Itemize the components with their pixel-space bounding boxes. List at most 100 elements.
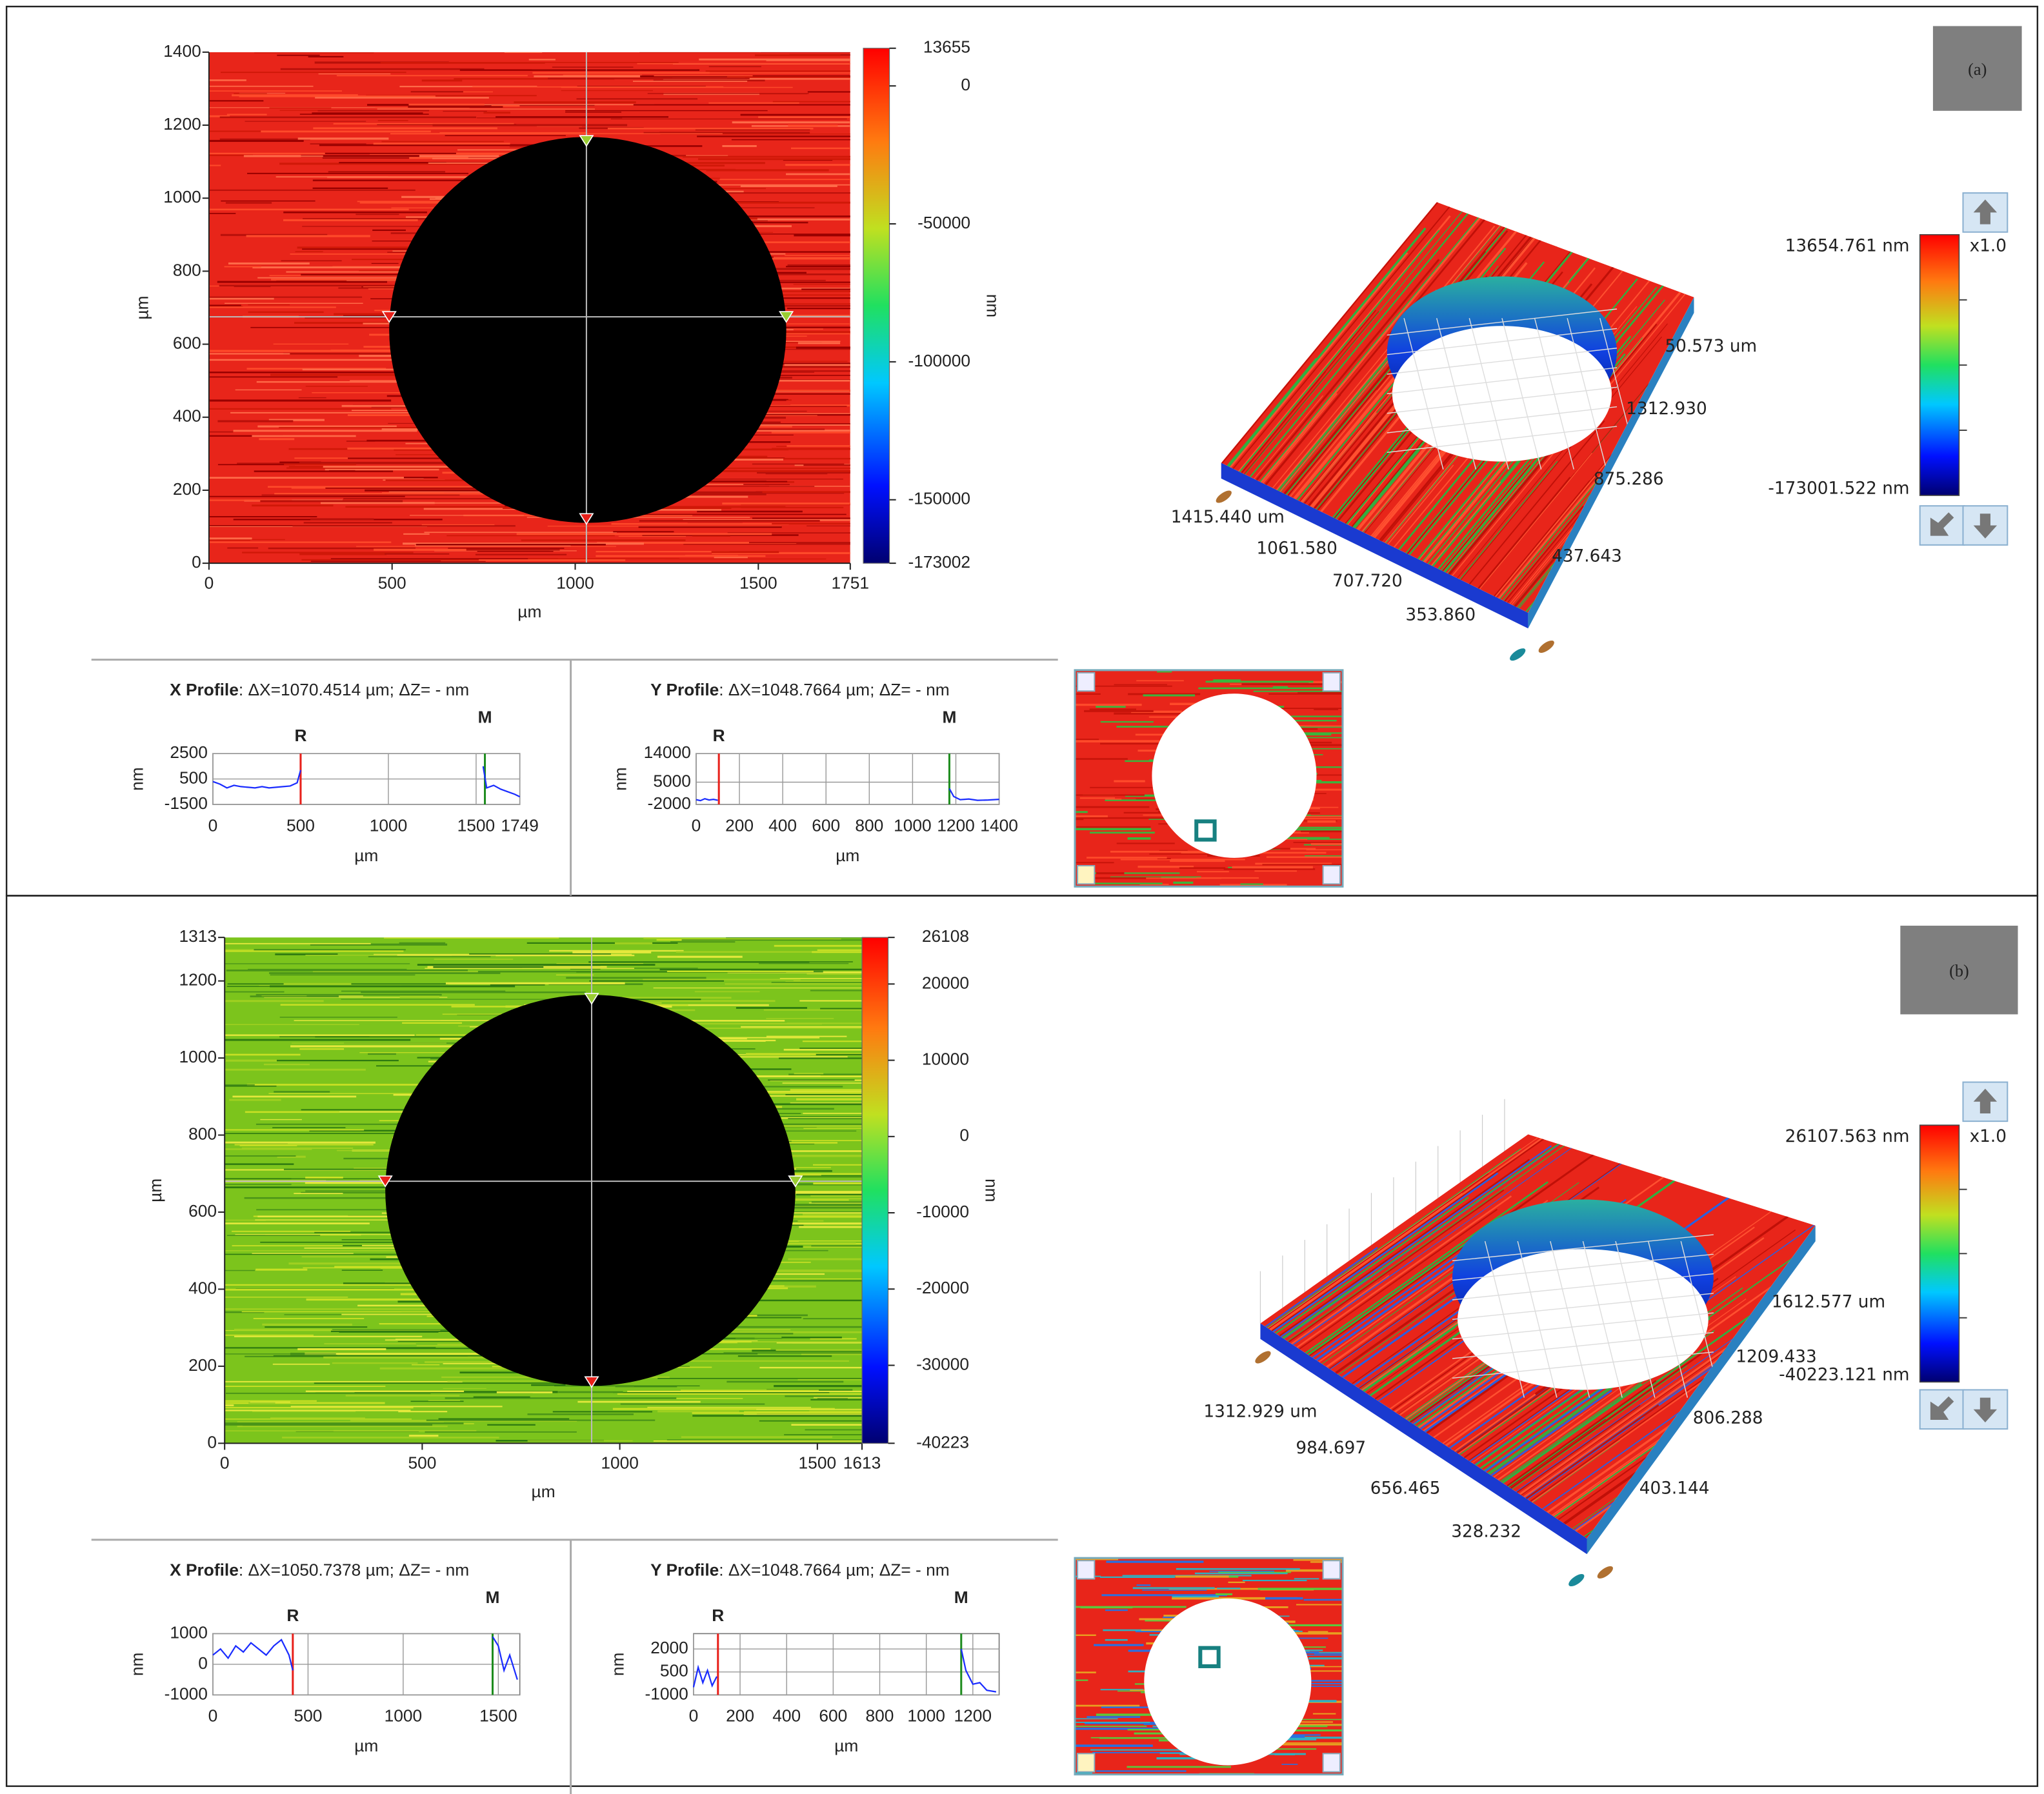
- colorbar-tick-label: -50000: [917, 213, 970, 232]
- floor-grid: [1387, 386, 1618, 414]
- texture-streak: [1241, 310, 1377, 473]
- profile-line: [212, 1639, 294, 1671]
- x-tick-label: 500: [286, 815, 315, 835]
- selection-box: [1194, 819, 1217, 842]
- texture-streak: [1507, 502, 1591, 603]
- texture-streak: [1479, 452, 1593, 590]
- rotate-handle: [1597, 1566, 1613, 1579]
- texture-streak: [1267, 1148, 1522, 1329]
- colorbar-max: 13654.761 nm: [1785, 236, 1910, 255]
- y-axis-label: µm: [146, 1179, 165, 1202]
- texture-streak: [1287, 1134, 1600, 1342]
- cursor-marker: [579, 513, 594, 525]
- texture-streak: [1354, 449, 1420, 529]
- texture-streak: [1326, 1266, 1468, 1368]
- y-tick-label: 14000: [644, 743, 691, 762]
- axis-label-3d: 875.286: [1594, 470, 1664, 489]
- texture-streak: [1265, 1246, 1378, 1328]
- colorbar-tick-label: -10000: [916, 1202, 969, 1221]
- texture-streak: [1279, 1159, 1530, 1337]
- floor-grid: [1436, 317, 1477, 470]
- texture-streak: [1510, 1351, 1705, 1490]
- cursor-marker: [377, 1175, 393, 1188]
- corner-icon: [1322, 672, 1341, 692]
- profile-title: Y Profile: ΔX=1048.7664 µm; ΔZ= - nm: [650, 680, 950, 699]
- hole: [1152, 693, 1317, 858]
- x-axis-label: µm: [836, 846, 859, 865]
- x-tick-label: 600: [819, 1706, 847, 1726]
- colorbar: [863, 48, 890, 564]
- cursor-marker: [381, 311, 397, 323]
- axis-label-3d: 656.465: [1370, 1479, 1441, 1499]
- thumbnail: [1074, 1558, 1343, 1775]
- panel-label-box: [1900, 925, 2018, 1015]
- profile-title-name: Y Profile: [650, 680, 719, 699]
- texture-streak: [1525, 1404, 1659, 1500]
- hole: [1144, 1598, 1312, 1766]
- y-tick-label: 600: [173, 334, 201, 353]
- floor-grid: [1387, 426, 1618, 453]
- texture-streak: [1504, 506, 1584, 602]
- floor-grid: [1452, 1253, 1714, 1281]
- cursor-marker: [584, 1376, 599, 1388]
- colorbar-tick-label: 26108: [922, 926, 969, 946]
- x-axis-label: µm: [354, 846, 378, 865]
- floor-grid: [1387, 406, 1618, 434]
- y-tick-label: 400: [188, 1278, 217, 1297]
- texture-streak: [1442, 464, 1531, 572]
- y-tick-label: 1200: [163, 114, 201, 134]
- button-arrow: [1973, 1088, 1998, 1113]
- texture-streak: [1299, 1208, 1498, 1350]
- texture-streak: [1254, 395, 1323, 479]
- scale-label: x1.0: [1970, 236, 2007, 255]
- colorbar-label: nm: [981, 1179, 1001, 1202]
- corner-icon: [1322, 1560, 1341, 1580]
- texture-streak: [1229, 252, 1408, 468]
- floor-grid: [1452, 1312, 1714, 1340]
- texture-streak: [1268, 1192, 1463, 1331]
- x-tick-label: 1000: [601, 1453, 639, 1473]
- axis-label-3d: 353.860: [1405, 605, 1476, 624]
- cursor-marker: [584, 993, 599, 1005]
- texture-streak: [1531, 1365, 1725, 1503]
- colorbar: [861, 937, 889, 1444]
- surface-side: [1528, 297, 1694, 629]
- y-axis-label: nm: [608, 1653, 627, 1676]
- x-tick-label: 1500: [739, 573, 777, 592]
- profile-title: Y Profile: ΔX=1048.7664 µm; ΔZ= - nm: [650, 1560, 950, 1579]
- y-tick-label: 0: [207, 1432, 217, 1451]
- x-tick-label: 200: [726, 1706, 754, 1726]
- y-tick-label: -1500: [165, 793, 208, 813]
- axis-label-3d: 984.697: [1296, 1439, 1366, 1458]
- texture-streak: [1276, 225, 1496, 491]
- corner-icon: [1077, 672, 1096, 692]
- colorbar-tick-label: 0: [961, 75, 970, 94]
- hole: [385, 995, 796, 1386]
- view-button[interactable]: [1919, 1389, 1965, 1430]
- y-axis-label: nm: [610, 767, 630, 790]
- rotate-handle: [1538, 640, 1554, 653]
- axis-label-3d: 806.288: [1693, 1408, 1763, 1428]
- texture-streak: [1280, 1145, 1552, 1338]
- x-tick-label: 0: [689, 1706, 699, 1726]
- floor-grid: [1647, 1241, 1688, 1398]
- panel-label-box: [1932, 26, 2022, 111]
- y-tick-label: 500: [660, 1661, 688, 1680]
- rotate-handle: [1255, 1351, 1271, 1364]
- texture-streak: [1249, 202, 1505, 478]
- texture-streak: [1256, 259, 1440, 481]
- y-tick-label: 1000: [170, 1622, 208, 1642]
- y-tick-label: 400: [173, 406, 201, 426]
- colorbar-tick-label: 10000: [922, 1050, 969, 1069]
- texture-streak: [1296, 1195, 1512, 1348]
- surface: [1260, 1134, 1816, 1539]
- y-tick-label: 0: [192, 552, 201, 572]
- y-tick-label: 5000: [653, 771, 691, 790]
- thumbnail-border: [1074, 669, 1344, 888]
- texture-streak: [1508, 1419, 1607, 1488]
- floor-grid: [1452, 1273, 1714, 1301]
- y-tick-label: 1400: [163, 41, 201, 61]
- axis-label-3d: 403.144: [1639, 1479, 1710, 1499]
- x-axis-label: µm: [834, 1736, 858, 1755]
